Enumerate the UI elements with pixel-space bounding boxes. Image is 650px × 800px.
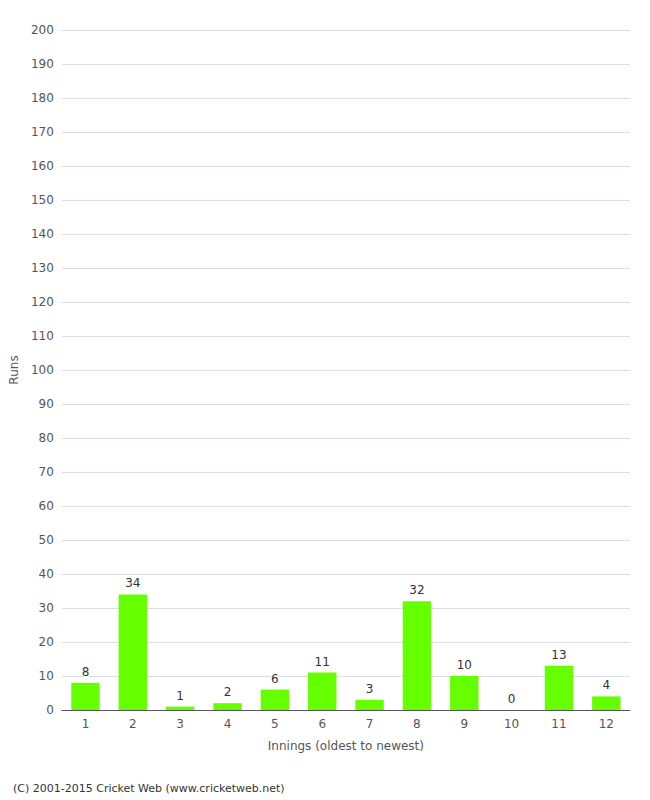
svg-text:8: 8 <box>82 665 90 679</box>
svg-text:34: 34 <box>125 576 140 590</box>
svg-text:160: 160 <box>31 159 54 173</box>
svg-text:190: 190 <box>31 57 54 71</box>
svg-text:130: 130 <box>31 261 54 275</box>
svg-text:4: 4 <box>224 717 232 731</box>
svg-text:5: 5 <box>271 717 279 731</box>
svg-text:50: 50 <box>39 533 54 547</box>
svg-text:40: 40 <box>39 567 54 581</box>
svg-text:(C) 2001-2015 Cricket Web (www: (C) 2001-2015 Cricket Web (www.cricketwe… <box>13 782 285 795</box>
svg-text:2: 2 <box>129 717 137 731</box>
svg-text:10: 10 <box>39 669 54 683</box>
svg-text:170: 170 <box>31 125 54 139</box>
svg-text:3: 3 <box>176 717 184 731</box>
svg-text:2: 2 <box>224 685 232 699</box>
svg-text:180: 180 <box>31 91 54 105</box>
svg-text:30: 30 <box>39 601 54 615</box>
svg-text:4: 4 <box>603 678 611 692</box>
svg-text:1: 1 <box>176 689 184 703</box>
svg-text:9: 9 <box>460 717 468 731</box>
svg-text:200: 200 <box>31 23 54 37</box>
svg-text:13: 13 <box>551 648 566 662</box>
svg-text:1: 1 <box>82 717 90 731</box>
svg-text:7: 7 <box>366 717 374 731</box>
svg-text:140: 140 <box>31 227 54 241</box>
svg-text:70: 70 <box>39 465 54 479</box>
svg-text:Innings (oldest to newest): Innings (oldest to newest) <box>268 739 424 753</box>
svg-text:120: 120 <box>31 295 54 309</box>
svg-text:20: 20 <box>39 635 54 649</box>
svg-text:32: 32 <box>409 583 424 597</box>
svg-text:0: 0 <box>46 703 54 717</box>
svg-text:10: 10 <box>504 717 519 731</box>
svg-text:10: 10 <box>457 658 472 672</box>
svg-text:3: 3 <box>366 682 374 696</box>
svg-text:150: 150 <box>31 193 54 207</box>
svg-text:6: 6 <box>318 717 326 731</box>
svg-text:100: 100 <box>31 363 54 377</box>
svg-text:0: 0 <box>508 692 516 706</box>
svg-text:11: 11 <box>315 655 330 669</box>
svg-text:8: 8 <box>413 717 421 731</box>
svg-text:80: 80 <box>39 431 54 445</box>
svg-text:6: 6 <box>271 672 279 686</box>
svg-text:90: 90 <box>39 397 54 411</box>
svg-text:110: 110 <box>31 329 54 343</box>
svg-text:60: 60 <box>39 499 54 513</box>
svg-text:11: 11 <box>551 717 566 731</box>
svg-text:12: 12 <box>599 717 614 731</box>
svg-text:Runs: Runs <box>7 355 21 384</box>
